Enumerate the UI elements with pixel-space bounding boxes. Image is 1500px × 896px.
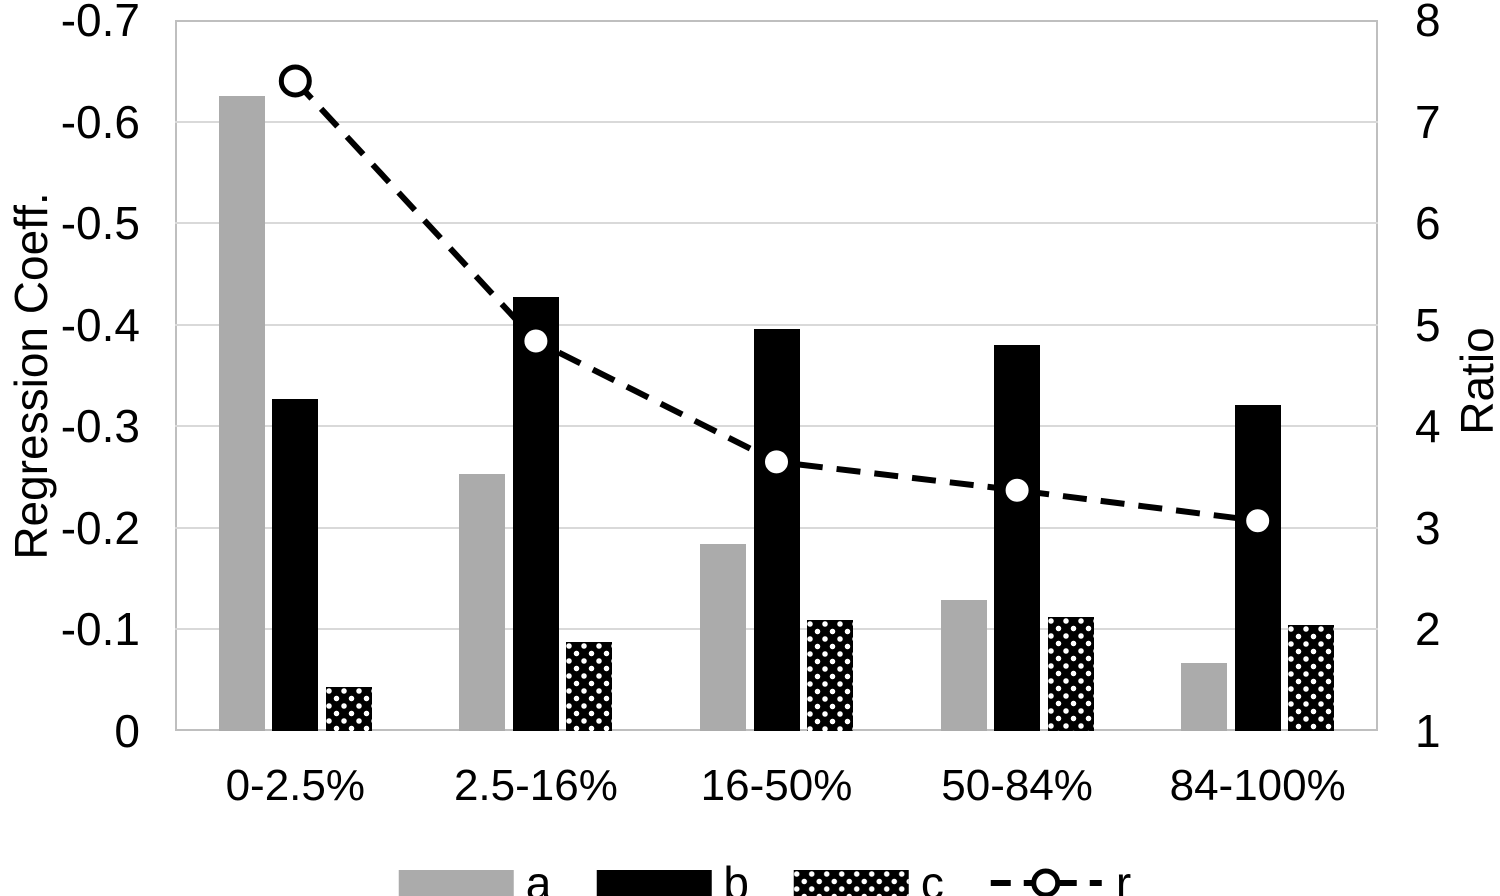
right-axis-tick: 6 xyxy=(1415,197,1441,250)
bar-a xyxy=(1181,662,1228,731)
r-line-layer xyxy=(278,64,1275,538)
left-axis-tick: -0.5 xyxy=(60,197,140,250)
x-axis-label: 50-84% xyxy=(941,761,1093,810)
x-axis-label: 16-50% xyxy=(700,761,853,810)
bar-c xyxy=(325,687,372,731)
right-axis-tick: 8 xyxy=(1415,0,1441,46)
bar-c xyxy=(807,620,853,731)
bar-c xyxy=(1047,617,1094,731)
right-axis-tick: 2 xyxy=(1415,603,1441,656)
legend-item-r: r xyxy=(989,860,1131,896)
r-marker xyxy=(760,445,793,479)
gridline xyxy=(175,323,1378,326)
bar-a xyxy=(459,474,506,731)
bar-c xyxy=(566,641,613,731)
left-axis-title: Regression Coeff. xyxy=(5,191,57,560)
r-marker xyxy=(1241,504,1275,538)
r-marker xyxy=(1000,473,1034,507)
r-sample-marker xyxy=(1031,868,1061,896)
legend-swatch-c xyxy=(793,870,909,896)
legend-swatch-b xyxy=(596,870,712,896)
x-axis-label: 84-100% xyxy=(1169,761,1346,810)
left-axis-tick: -0.4 xyxy=(60,298,140,351)
left-axis-tick: -0.1 xyxy=(60,603,140,656)
left-axis-tick: -0.2 xyxy=(60,501,140,554)
bar-a xyxy=(940,599,987,731)
legend-label-c: c xyxy=(920,857,944,896)
right-axis-tick: 7 xyxy=(1415,95,1441,148)
legend-item-a: a xyxy=(398,857,552,896)
right-axis-tick: 1 xyxy=(1415,705,1441,757)
gridline xyxy=(175,120,1378,123)
right-axis-tick: 4 xyxy=(1415,400,1441,453)
legend-item-b: b xyxy=(596,860,749,896)
left-axis-tick: -0.3 xyxy=(60,400,140,453)
right-axis-tick: 5 xyxy=(1415,298,1441,351)
bar-a xyxy=(218,96,265,731)
left-axis-tick: 0 xyxy=(114,705,140,757)
x-axis-label: 0-2.5% xyxy=(225,761,366,810)
bar-a xyxy=(700,544,746,731)
bar-b xyxy=(1234,404,1281,731)
bar-b xyxy=(512,297,559,731)
legend-label-r: r xyxy=(1115,857,1132,896)
bar-b xyxy=(753,328,800,731)
legend-swatch-a xyxy=(398,870,514,896)
left-axis-tick: -0.7 xyxy=(60,0,140,46)
gridline xyxy=(175,222,1378,225)
bar-b xyxy=(994,345,1041,731)
legend-label-b: b xyxy=(723,857,749,896)
right-axis-title: Ratio xyxy=(1451,326,1500,435)
r-marker xyxy=(519,324,553,358)
right-axis-tick: 3 xyxy=(1415,501,1441,554)
legend-r-sample xyxy=(990,868,1102,896)
x-axis-label: 2.5-16% xyxy=(453,761,618,810)
left-axis-tick: -0.6 xyxy=(60,95,140,148)
r-marker xyxy=(278,64,312,98)
legend-label-a: a xyxy=(525,857,552,896)
bar-b xyxy=(272,398,319,731)
bar-c xyxy=(1288,625,1335,731)
legend-item-c: c xyxy=(793,857,944,896)
